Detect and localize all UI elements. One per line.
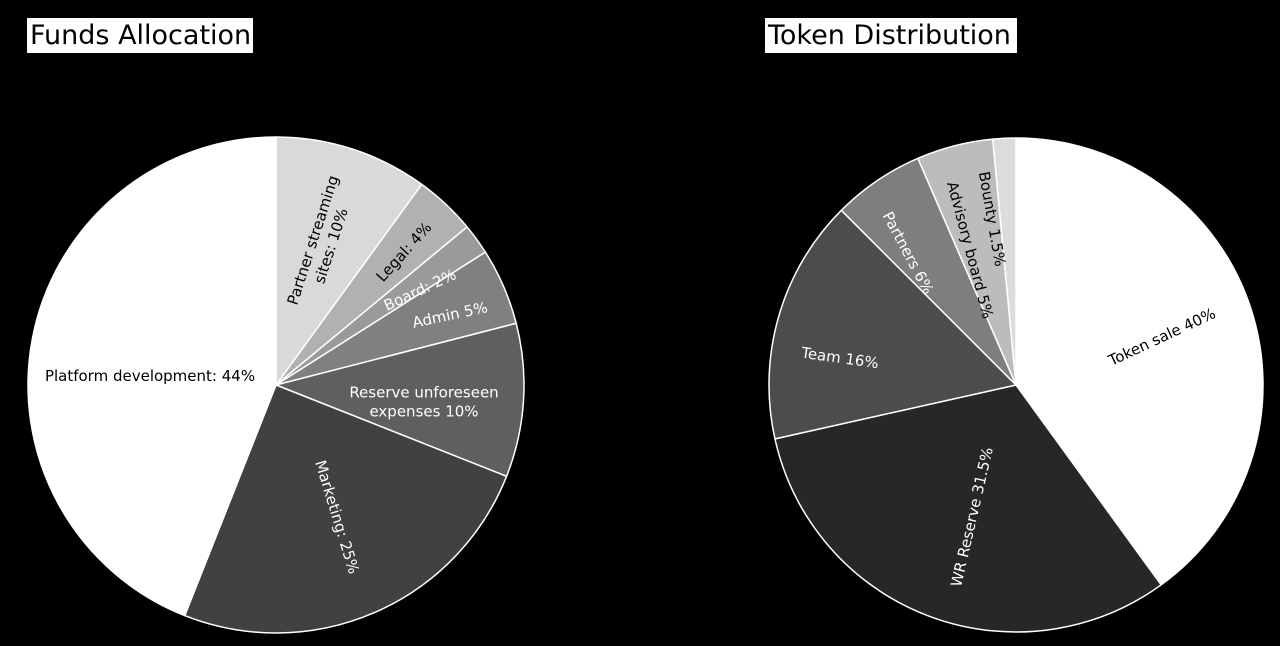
funds-label-reserve-unforeseen: Reserve unforeseen expenses 10% bbox=[349, 384, 498, 421]
funds-allocation-chart: Funds Allocation Partner streamingsites:… bbox=[27, 18, 525, 634]
funds-label-line: Reserve unforeseen bbox=[349, 384, 498, 402]
funds-title-box bbox=[27, 18, 253, 53]
token-slice-bounty-1-5 bbox=[992, 137, 1017, 386]
token-slices bbox=[768, 137, 1264, 633]
funds-slice-platform-development-44 bbox=[27, 136, 277, 617]
token-slice-token-sale-40 bbox=[1015, 137, 1264, 586]
funds-slice-marketing-25 bbox=[183, 384, 508, 634]
funds-label-line: Platform development: 44% bbox=[45, 367, 255, 385]
token-distribution-chart: Token Distribution Token sale 40%WR Rese… bbox=[765, 18, 1264, 633]
token-title: Token Distribution bbox=[767, 20, 1011, 51]
token-slice-wr-reserve-31-5 bbox=[774, 384, 1162, 633]
token-title-box bbox=[765, 18, 1017, 53]
funds-title: Funds Allocation bbox=[30, 20, 251, 51]
funds-slices bbox=[27, 136, 525, 634]
token-slice-team-16 bbox=[768, 209, 1017, 440]
funds-label-platform-development-44: Platform development: 44% bbox=[45, 367, 255, 385]
funds-slice-partner-streaming bbox=[275, 136, 423, 386]
funds-label-line: expenses 10% bbox=[369, 403, 478, 421]
funds-slice-reserve-unforeseen bbox=[275, 322, 525, 478]
